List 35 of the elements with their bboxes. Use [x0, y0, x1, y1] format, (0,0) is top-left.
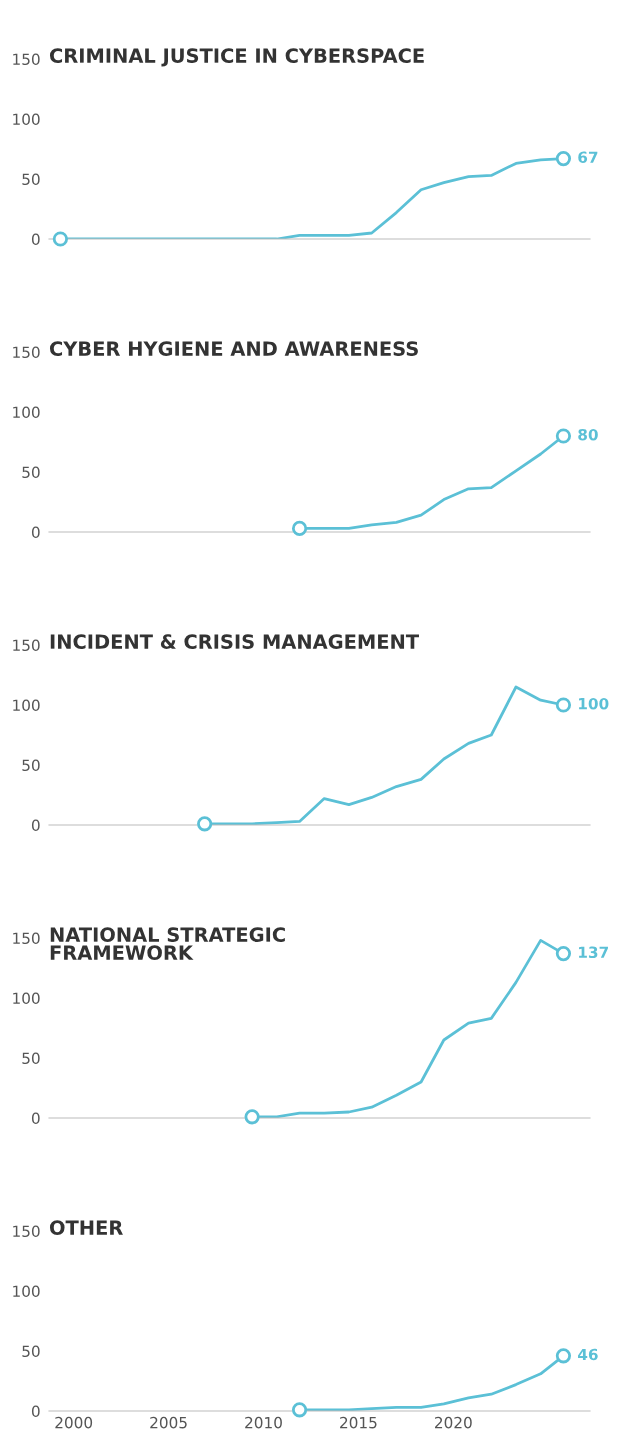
- chart-title: NATIONAL STRATEGIC FRAMEWORK: [50, 927, 285, 961]
- data-label: 67: [578, 151, 598, 164]
- data-label: 80: [578, 428, 598, 441]
- y-tick-label: 0: [31, 819, 40, 832]
- chart-title: OTHER: [49, 1220, 123, 1235]
- y-tick-label: 100: [13, 1285, 40, 1298]
- y-tick-label: 150: [13, 932, 40, 945]
- y-tick-label: 50: [22, 1345, 40, 1358]
- chart-title: INCIDENT & CRISIS MANAGEMENT: [50, 634, 419, 649]
- x-tick-label: 2015: [340, 1416, 377, 1429]
- y-tick-label: 100: [13, 406, 40, 419]
- chart-title: CRIMINAL JUSTICE IN CYBERSPACE: [49, 48, 424, 67]
- y-tick-label: 150: [13, 1225, 40, 1238]
- chart-title: CYBER HYGIENE AND AWARENESS: [49, 341, 418, 356]
- y-tick-label: 50: [22, 466, 40, 479]
- y-tick-label: 150: [13, 53, 40, 66]
- y-tick-label: 50: [22, 1052, 40, 1065]
- y-tick-label: 0: [31, 233, 40, 246]
- data-label: 100: [579, 697, 609, 710]
- x-tick-label: 2020: [435, 1416, 472, 1429]
- y-tick-label: 0: [31, 1405, 40, 1418]
- y-tick-label: 0: [31, 526, 40, 539]
- y-tick-label: 150: [13, 346, 40, 359]
- y-tick-label: 50: [22, 759, 40, 772]
- y-tick-label: 100: [13, 699, 40, 712]
- x-tick-label: 2000: [55, 1416, 93, 1429]
- y-tick-label: 150: [13, 639, 40, 652]
- data-label: 137: [579, 946, 608, 959]
- y-tick-label: 50: [22, 173, 40, 186]
- data-label: 46: [578, 1348, 598, 1361]
- y-tick-label: 100: [13, 992, 40, 1005]
- x-tick-label: 2005: [150, 1416, 187, 1429]
- y-tick-label: 0: [31, 1112, 40, 1125]
- y-tick-label: 100: [13, 113, 40, 126]
- x-tick-label: 2010: [245, 1416, 282, 1429]
